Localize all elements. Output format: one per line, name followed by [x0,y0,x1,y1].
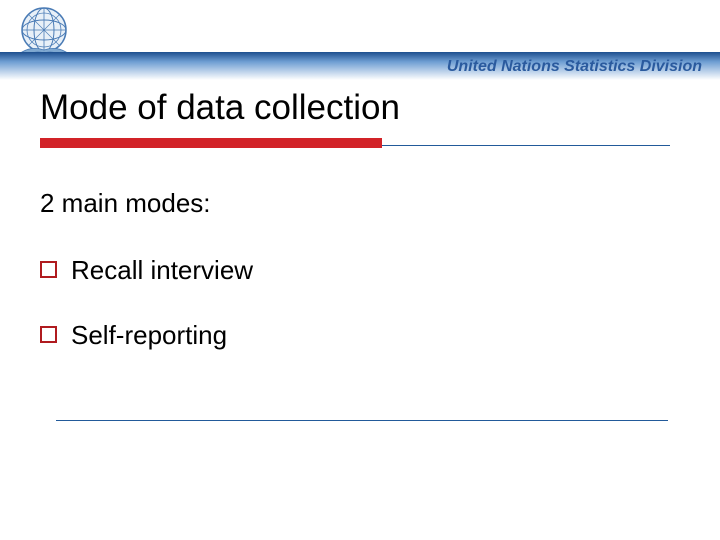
list-item: Self-reporting [40,320,660,351]
bullet-label: Self-reporting [71,320,227,351]
title-underline-red [40,138,382,148]
page-title: Mode of data collection [40,88,400,128]
organization-name: United Nations Statistics Division [447,58,702,76]
header: United Nations Statistics Division [0,0,720,78]
checkbox-icon [40,326,57,343]
intro-text: 2 main modes: [40,188,660,219]
bullet-label: Recall interview [71,255,253,286]
content-body: 2 main modes: Recall interview Self-repo… [40,188,660,385]
bullet-list: Recall interview Self-reporting [40,255,660,351]
title-underline-thin [382,145,670,146]
footer-rule [56,420,668,421]
checkbox-icon [40,261,57,278]
list-item: Recall interview [40,255,660,286]
